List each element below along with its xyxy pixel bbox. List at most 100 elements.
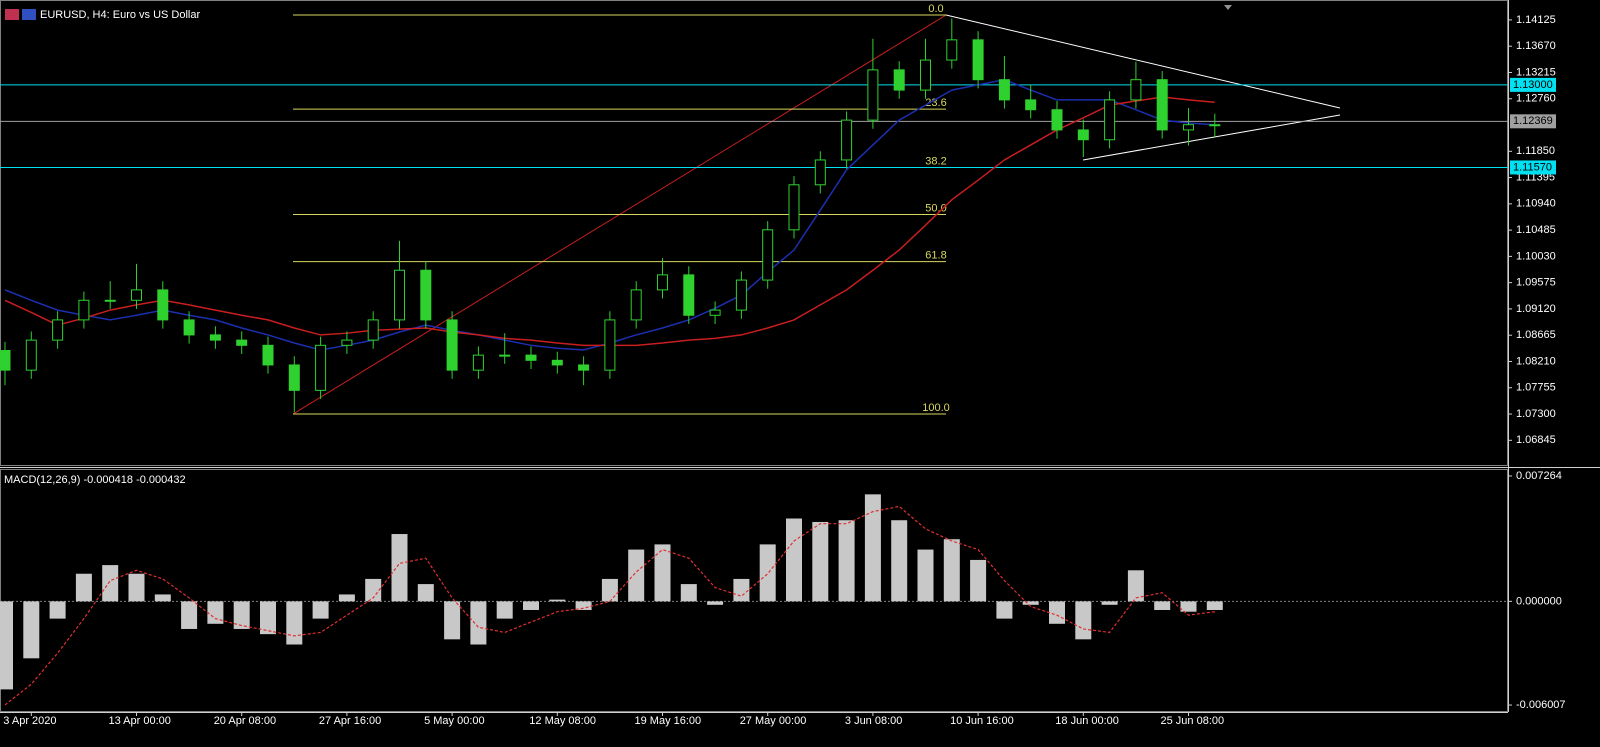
macd-bar	[759, 544, 776, 602]
candle-body	[867, 69, 879, 121]
candle-body	[1104, 99, 1116, 141]
x-tick-label: 3 Jun 08:00	[845, 715, 903, 727]
macd-bar	[23, 601, 40, 659]
x-tick-label: 5 May 00:00	[424, 715, 485, 727]
y-tick-label: 1.13670	[1516, 40, 1556, 52]
macd-bar	[338, 594, 355, 602]
candle-body	[630, 289, 642, 321]
macd-bar	[523, 601, 539, 610]
macd-bar	[549, 599, 566, 602]
y-tick-label: 1.10030	[1516, 250, 1556, 262]
candle-body	[972, 39, 984, 81]
symbol-icon	[5, 9, 19, 20]
macd-bar	[1049, 601, 1065, 624]
candle-body	[893, 69, 905, 91]
candle-body	[262, 344, 274, 366]
macd-bar	[733, 578, 750, 602]
macd-bar	[1154, 601, 1171, 610]
macd-bar	[786, 518, 802, 602]
macd-signal	[4, 505, 1215, 706]
shift-marker	[1224, 5, 1232, 10]
candle-body	[525, 354, 537, 361]
macd-bar	[444, 601, 461, 640]
fibo-level-label: 38.2	[925, 155, 946, 167]
candle-body	[367, 319, 379, 341]
y-tick-label: 0.007264	[1516, 470, 1562, 482]
candle-body	[683, 274, 695, 316]
y-tick-label: 1.06845	[1516, 434, 1556, 446]
macd-bar	[365, 578, 382, 602]
candle-body	[841, 119, 853, 161]
symbol-icon	[22, 9, 36, 20]
x-tick-label: 3 Apr 2020	[3, 715, 56, 727]
y-tick-label: 1.08210	[1516, 355, 1556, 367]
macd-bar	[75, 573, 92, 602]
macd-bar	[838, 520, 855, 602]
y-tick-label: 1.11395	[1516, 171, 1555, 183]
triangle-upper-line	[945, 14, 1341, 109]
macd-bar	[1101, 601, 1118, 605]
fibo-level-label: 0.0	[928, 3, 943, 15]
x-tick-label: 18 Jun 00:00	[1055, 715, 1119, 727]
macd-bar	[1206, 601, 1223, 610]
macd-bar	[601, 578, 618, 602]
macd-bar	[680, 584, 697, 602]
y-tick-label: 0.000000	[1516, 595, 1562, 607]
candle-body	[946, 39, 958, 61]
y-tick-label: 1.09120	[1516, 303, 1556, 315]
macd-pane-border	[0, 469, 1508, 712]
candle-body	[657, 274, 668, 291]
fibo-level-label: 61.8	[925, 250, 946, 262]
y-tick-label: 1.11850	[1516, 145, 1555, 157]
price-level-box	[1510, 114, 1556, 129]
candle-body	[341, 339, 353, 346]
candle-body	[551, 359, 563, 366]
price-level-label: 1.11570	[1513, 161, 1552, 173]
candle-body	[814, 159, 826, 186]
candle-body	[78, 299, 90, 321]
macd-bar	[812, 521, 829, 602]
candle-body	[709, 309, 721, 316]
price-level-box	[1510, 160, 1556, 175]
macd-bar	[0, 601, 13, 690]
candle-body	[131, 289, 142, 301]
candle-body	[578, 364, 590, 371]
x-tick-label: 19 May 16:00	[635, 715, 702, 727]
candle-body	[446, 319, 458, 371]
candle-body	[52, 319, 64, 341]
x-tick-label: 12 May 08:00	[529, 715, 596, 727]
candle-body	[288, 364, 300, 391]
fibo-level-label: 50.0	[925, 202, 946, 214]
macd-bar	[417, 584, 434, 602]
macd-bar	[707, 601, 724, 605]
candle-body	[1183, 124, 1194, 131]
macd-bar	[312, 601, 329, 619]
macd-bar	[1127, 570, 1144, 602]
macd-bar	[470, 601, 487, 645]
macd-bar	[575, 601, 592, 610]
candle-body	[788, 184, 800, 231]
x-tick-label: 13 Apr 00:00	[109, 715, 171, 727]
candle-body	[1156, 79, 1168, 131]
candle-body	[209, 334, 221, 341]
candle-body	[1077, 129, 1089, 141]
candle-body	[394, 269, 405, 321]
y-tick-label: 1.14125	[1516, 14, 1556, 26]
y-tick-label: 1.13215	[1516, 66, 1556, 78]
candle-body	[920, 59, 931, 91]
macd-bar	[154, 594, 171, 602]
macd-bar	[391, 534, 408, 602]
y-tick-label: 1.10940	[1516, 198, 1556, 210]
price-level-label: 1.12369	[1513, 115, 1553, 127]
candle-body	[1025, 99, 1037, 111]
plot-layer: 1.14125 1.13670 1.13215 1.12760 1.11850 1.113…	[0, 3, 1566, 727]
macd-bar	[654, 544, 671, 602]
candle-body	[183, 319, 195, 336]
fibo-level-label: 23.6	[925, 97, 946, 109]
candle-body	[104, 299, 116, 302]
macd-bar	[260, 601, 276, 635]
candle-body	[735, 279, 747, 311]
